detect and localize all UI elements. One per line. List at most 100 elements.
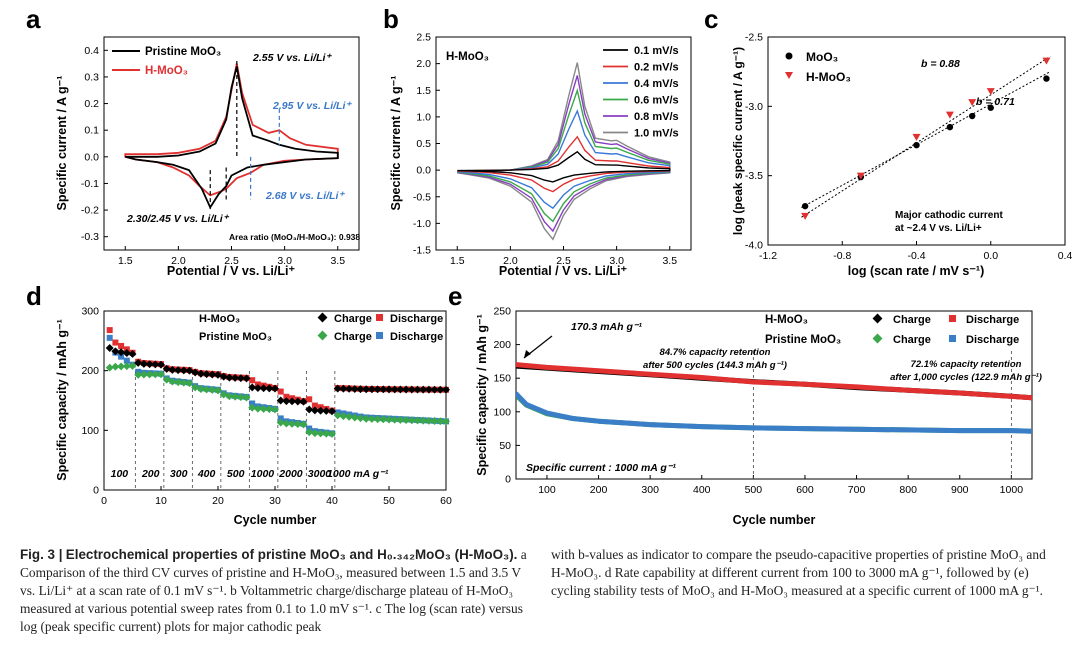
capacity-point-charge — [271, 405, 279, 414]
capacity-point-charge — [345, 412, 354, 421]
panel-e-xtick-label: 900 — [951, 484, 969, 496]
panel-e-ytick-label: 50 — [499, 440, 511, 452]
rate-label: 3000 — [308, 468, 332, 480]
panel-b-xtick-label: 1.5 — [450, 255, 465, 267]
data-point-moo3 — [913, 141, 920, 149]
legend-marker-discharge-h-e — [949, 315, 956, 322]
panel-e-ytick-label: 100 — [493, 406, 511, 418]
capacity-point-charge — [373, 385, 382, 394]
capacity-point-charge — [328, 407, 336, 416]
panel-a-ytick-label: 0.4 — [84, 45, 99, 57]
annotation-specific-current: Specific current : 1000 mA g⁻¹ — [526, 462, 676, 474]
capacity-point-charge — [162, 364, 171, 373]
capacity-point-charge — [248, 403, 257, 412]
rate-label: 500 — [227, 468, 245, 480]
capacity-point-charge — [442, 385, 450, 394]
capacity-point-charge — [373, 415, 382, 424]
panel-d-xtick-label: 0 — [101, 495, 107, 507]
capacity-point-charge — [316, 406, 325, 415]
capacity-point-charge — [436, 385, 445, 394]
data-point-hmoo3 — [856, 172, 865, 180]
legend-label-moo3: MoO₃ — [806, 50, 838, 64]
y-axis-label-c: log (peak specific current / A g⁻¹) — [731, 47, 745, 235]
legend-label-pristine: Pristine MoO₃ — [145, 46, 221, 58]
capacity-point-discharge — [277, 388, 284, 395]
capacity-point-charge — [390, 385, 399, 394]
legend-marker-charge-p-e — [872, 333, 883, 344]
cv-curve-rate — [457, 135, 671, 193]
caption-right: with b-values as indicator to compare th… — [551, 546, 1061, 600]
capacity-point-charge — [282, 397, 291, 406]
data-point-moo3 — [968, 112, 976, 120]
panel-a-ytick-label: 0.1 — [84, 125, 99, 137]
legend-label-charge-h-d: Charge — [334, 313, 372, 325]
capacity-point-charge — [157, 360, 165, 369]
fit-line — [801, 55, 1051, 218]
panel-letter-d: d — [26, 281, 42, 311]
x-axis-label-a: Potential / V vs. Li/Li⁺ — [167, 264, 296, 278]
capacity-point-charge — [134, 370, 143, 379]
panel-letter-a: a — [26, 4, 41, 34]
capacity-point-charge — [191, 368, 200, 377]
capacity-point-charge — [305, 428, 314, 437]
capacity-point-charge — [299, 420, 308, 429]
cv-curve-rate — [457, 75, 671, 233]
capacity-point-charge — [402, 385, 411, 394]
annotation-at-24v: at ~2.4 V vs. Li/Li+ — [895, 223, 982, 234]
capacity-point-charge — [328, 429, 336, 438]
panel-a-ytick-label: 0.3 — [84, 71, 99, 83]
panel-a-xtick-label: 3.5 — [330, 255, 345, 267]
legend-label-hmoo3-c: H-MoO₃ — [806, 70, 851, 84]
legend-label-rate: 0.4 mV/s — [634, 78, 679, 90]
annotation-721-line1: 72.1% capacity retention — [911, 359, 1022, 370]
capacity-point-discharge — [118, 342, 125, 349]
panel-a-xtick-label: 3.0 — [277, 255, 292, 267]
figure-canvas: a b c d e Potential / V vs. Li/Li⁺ Speci… — [26, 4, 1072, 527]
capacity-point-charge — [242, 374, 251, 383]
legend-marker-discharge-p-e — [949, 335, 956, 342]
y-axis-label-b: Specific current / A g⁻¹ — [389, 76, 403, 211]
capacity-point-charge — [208, 385, 217, 394]
legend-marker-charge-h-e — [872, 313, 883, 324]
capacity-point-discharge — [283, 393, 290, 400]
rate-label: 1000 mA g⁻¹ — [327, 468, 389, 480]
capacity-point-charge — [157, 370, 165, 379]
capacity-point-charge — [442, 417, 450, 426]
capacity-point-charge — [419, 416, 428, 425]
capacity-point-charge — [271, 384, 279, 393]
capacity-point-charge — [385, 415, 393, 424]
rate-label: 2000 — [278, 468, 303, 480]
capacity-point-charge — [196, 369, 205, 378]
capacity-point-charge — [305, 405, 314, 414]
caption-left: Fig. 3 | Electrochemical properties of p… — [20, 546, 535, 636]
annotation-721-line2: after 1,000 cycles (122.9 mAh g⁻¹) — [890, 372, 1042, 383]
capacity-point-charge — [248, 383, 257, 392]
annotation-847-line2: after 500 cycles (144.3 mAh g⁻¹) — [643, 360, 787, 371]
capacity-point-charge — [362, 385, 371, 394]
panel-c-xtick-label: 0.0 — [983, 250, 998, 262]
legend-label-discharge-p-d: Discharge — [390, 331, 443, 343]
panel-c-ytick-label: -2.5 — [745, 32, 763, 44]
capacity-point-charge — [356, 414, 365, 423]
x-axis-label-d: Cycle number — [234, 513, 317, 527]
legend-group-hmoo3-d: H-MoO₃ — [199, 313, 240, 325]
panel-d-xtick-label: 10 — [155, 495, 167, 507]
capacity-point-charge — [419, 385, 428, 394]
caption-title: Electrochemical properties of pristine M… — [65, 547, 518, 562]
capacity-point-charge — [214, 386, 222, 395]
panel-a-ytick-label: -0.3 — [81, 231, 99, 243]
capacity-point-charge — [339, 384, 348, 393]
rate-label: 1000 — [251, 468, 275, 480]
panel-b-curves — [457, 62, 671, 241]
capacity-point-charge — [288, 419, 297, 428]
capacity-point-charge — [208, 370, 217, 379]
legend-label-charge-p-e: Charge — [893, 334, 931, 346]
capacity-point-charge — [293, 397, 302, 406]
panel-e-curves — [516, 362, 1032, 434]
capacity-point-charge — [202, 370, 211, 379]
capacity-point-charge — [367, 385, 376, 394]
capacity-point-charge — [299, 397, 308, 406]
capacity-point-charge — [202, 385, 211, 394]
annotation-847-line1: 84.7% capacity retention — [660, 347, 771, 358]
capacity-point-charge — [379, 385, 388, 394]
